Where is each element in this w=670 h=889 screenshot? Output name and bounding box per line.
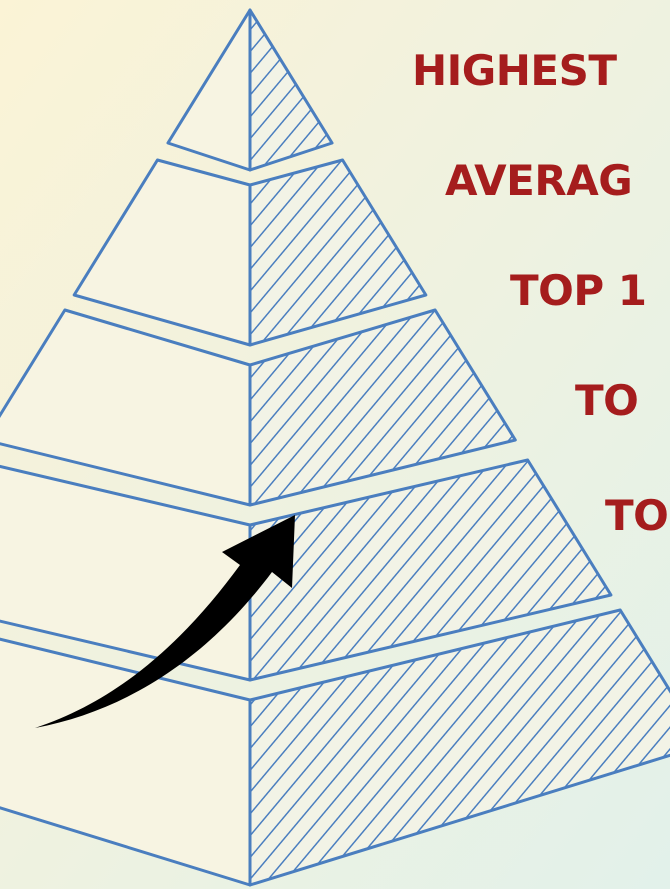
tier-label: TOP 1 <box>510 266 646 315</box>
pyramid <box>0 8 670 887</box>
tier-right-face <box>248 608 670 887</box>
tier-label: HIGHEST <box>412 46 617 95</box>
tier-right-face <box>248 8 334 172</box>
tier-right-face <box>248 458 613 682</box>
tier-right-face <box>248 308 517 507</box>
tier-label: TO <box>575 376 638 425</box>
labels: HIGHEST AVERAG TOP 1 TO TO <box>412 46 669 540</box>
tier-label: TO <box>605 491 668 540</box>
arrow <box>35 515 295 728</box>
tier-label: AVERAG <box>445 156 632 205</box>
tier-right-face <box>248 158 428 347</box>
